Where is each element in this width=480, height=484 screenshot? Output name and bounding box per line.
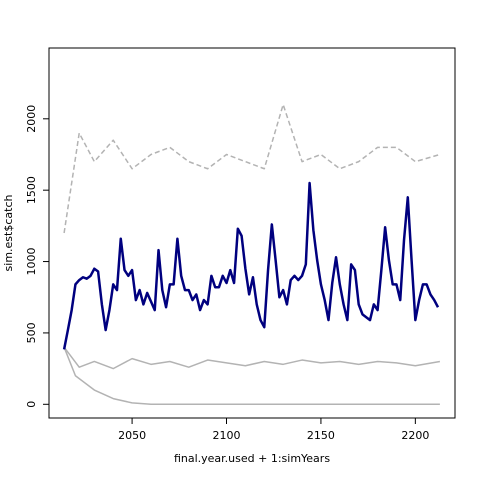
plot-frame — [48, 47, 456, 419]
y-tick-label: 1500 — [25, 176, 38, 204]
y-axis-label: sim.est$catch — [2, 195, 15, 272]
x-axis-label: final.year.used + 1:simYears — [174, 452, 330, 465]
y-tick-label: 1000 — [25, 248, 38, 276]
y-tick-label: 0 — [25, 401, 38, 408]
series-line — [63, 346, 440, 406]
x-tick-label: 2050 — [118, 429, 146, 442]
x-tick-label: 2100 — [213, 429, 241, 442]
x-tick-label: 2200 — [401, 429, 429, 442]
x-tick-label: 2150 — [307, 429, 335, 442]
y-tick-label: 500 — [25, 322, 38, 343]
series-line — [62, 181, 440, 350]
series-line — [63, 103, 441, 234]
y-tick-label: 2000 — [25, 105, 38, 133]
series-line — [63, 346, 441, 370]
